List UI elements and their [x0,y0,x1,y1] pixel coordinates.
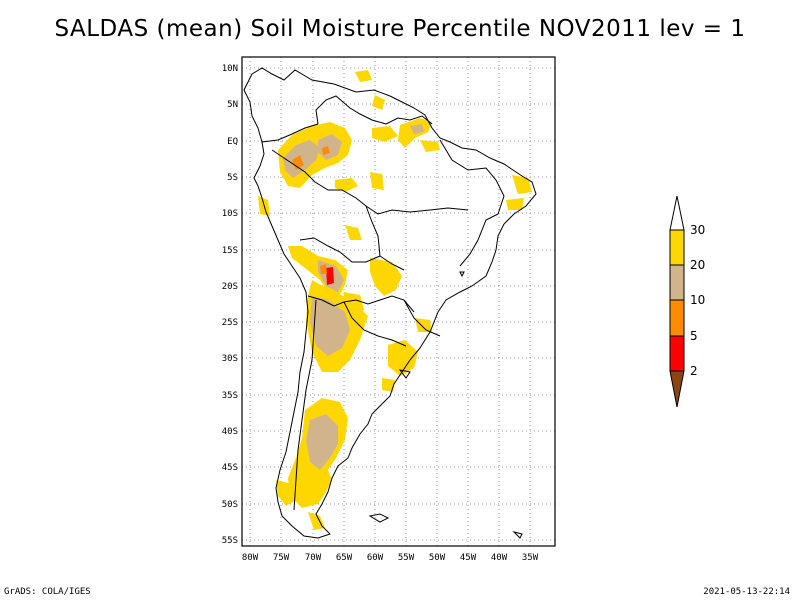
colorbar [669,195,685,408]
border-line [403,299,441,337]
shading-patch [322,146,330,155]
colorbar-segment-2-5 [669,335,685,372]
border-line [315,95,387,125]
shading-patch [410,124,424,134]
lat-label: 40S [222,427,238,437]
lat-label: 55S [222,536,238,546]
colorbar-label: 20 [690,258,705,272]
colorbar-label: 5 [690,329,698,343]
colorbar-bottom-cap [669,370,685,408]
border-line [261,123,319,143]
shading-patch [308,512,325,530]
map-grid [242,57,555,546]
border-line [271,149,469,215]
shading-patch [276,480,296,506]
shading-patch [345,225,362,240]
shading-patch [506,198,524,210]
shading-patch [292,155,304,170]
colorbar-top-cap [669,195,685,231]
shading-patch [320,264,327,274]
shading-patch [372,126,398,142]
country-borders [243,67,537,539]
border-line [293,299,317,511]
shading-patch [335,178,358,192]
shading-patch [306,414,338,470]
latitude-labels: 10N 5N EQ 5S 10S 15S 20S 25S 30S 35S 40S… [222,64,238,546]
shading-patch [382,378,395,392]
lat-label: 35S [222,391,238,401]
soil-moisture-shading [258,70,532,530]
shading-patch [372,95,385,110]
island-outline [368,513,390,523]
south-america-coastline [243,67,537,539]
shading-patch [420,140,440,152]
lon-label: 80W [242,553,259,563]
colorbar-segment-10-20 [669,264,685,301]
border-line [307,295,415,313]
shading-patch [388,340,418,376]
lon-label: 75W [273,553,290,563]
lat-label: 10N [222,64,238,74]
shading-patch [355,70,372,82]
lat-label: EQ [227,137,238,147]
longitude-labels: 80W 75W 70W 65W 60W 55W 50W 45W 40W 35W [242,553,539,563]
colorbar-segment-5-10 [669,299,685,337]
colorbar-label: 2 [690,364,698,378]
lon-label: 45W [460,553,477,563]
shading-patch [370,258,402,296]
shading-patch [512,175,532,194]
lat-label: 15S [222,246,238,256]
lon-label: 65W [336,553,353,563]
lat-label: 45S [222,463,238,473]
border-line [343,301,407,347]
colorbar-label: 30 [690,223,705,237]
border-line [385,115,433,125]
shading-patch [415,318,432,332]
island-outline [512,531,523,539]
island-outline [398,369,411,379]
colorbar-label: 10 [690,293,705,307]
lon-label: 55W [398,553,415,563]
shading-patch [370,172,384,190]
lat-label: 5S [227,173,238,183]
map-frame [241,56,556,547]
colorbar-segment-20-30 [669,229,685,266]
map-title: SALDAS (mean) Soil Moisture Percentile N… [54,16,746,42]
lat-label: 25S [222,318,238,328]
footer-timestamp: 2021-05-13-22:14 [703,587,790,597]
lat-label: 50S [222,500,238,510]
island-outline [459,271,465,278]
lon-label: 60W [367,553,384,563]
lat-label: 30S [222,354,238,364]
border-line [365,205,381,257]
lon-label: 50W [429,553,446,563]
lat-label: 10S [222,209,238,219]
lon-label: 70W [305,553,322,563]
footer-credit: GrADS: COLA/IGES [4,587,91,597]
lon-label: 35W [522,553,539,563]
lat-label: 5N [227,100,238,110]
border-line [299,237,405,271]
lat-label: 20S [222,282,238,292]
border-line [439,139,505,267]
colorbar-labels: 30 20 10 5 2 [690,223,705,378]
lon-label: 40W [491,553,508,563]
shading-patch [326,267,334,285]
shading-patch [310,296,350,356]
